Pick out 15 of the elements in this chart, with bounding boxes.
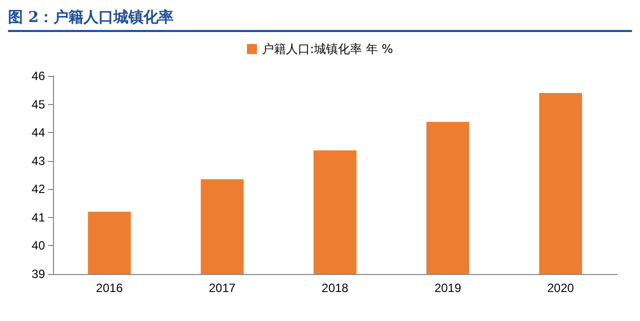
y-tick-label: 45 <box>32 97 46 112</box>
x-tick-label: 2017 <box>208 281 236 295</box>
x-tick-label: 2019 <box>434 281 462 295</box>
y-tick-label: 46 <box>32 69 46 83</box>
y-tick-label: 42 <box>32 182 46 196</box>
legend-label: 户籍人口:城镇化率 年 % <box>262 42 394 56</box>
y-tick-label: 43 <box>32 154 46 168</box>
y-tick-label: 40 <box>32 238 46 253</box>
x-tick-label: 2016 <box>96 281 124 295</box>
y-tick-label: 41 <box>32 210 46 224</box>
x-tick-label: 2018 <box>322 281 349 295</box>
chart-title: 图 2：户籍人口城镇化率 <box>8 8 632 32</box>
y-tick-label: 39 <box>32 267 46 281</box>
x-tick-label: 2020 <box>547 281 574 295</box>
y-tick-label: 44 <box>32 126 46 140</box>
